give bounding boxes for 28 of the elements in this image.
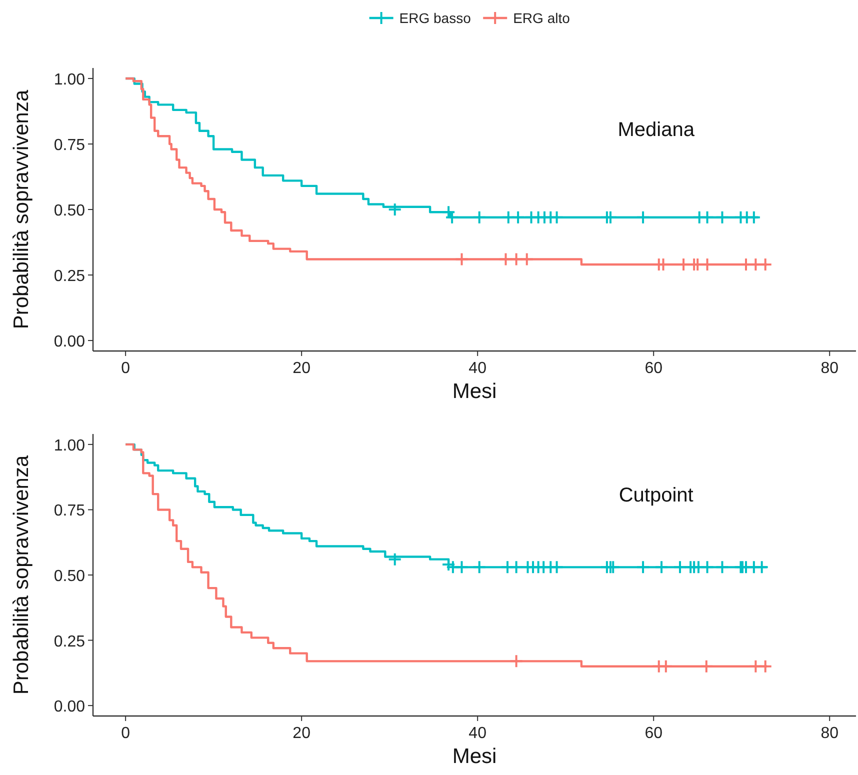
legend-label: ERG alto [513, 10, 570, 26]
x-tick-label: 60 [644, 360, 663, 377]
y-tick-label: 1.00 [54, 437, 86, 454]
y-tick-label: 0.75 [54, 136, 86, 154]
y-tick-label: 0.00 [54, 698, 86, 716]
y-axis-title: Probabilità sopravvivenza [10, 455, 33, 695]
y-tick-label: 0.25 [54, 633, 86, 650]
x-tick-label: 40 [468, 360, 487, 377]
x-tick-label: 0 [121, 725, 130, 742]
y-tick-label: 1.00 [54, 71, 86, 88]
x-axis-title: Mesi [452, 380, 497, 403]
y-tick-label: 0.50 [54, 568, 86, 585]
y-axis-title: Probabilità sopravvivenza [10, 90, 33, 330]
legend-label: ERG basso [399, 10, 472, 26]
x-axis-title: Mesi [452, 745, 497, 768]
annotation: Cutpoint [618, 484, 694, 507]
x-tick-label: 20 [292, 725, 311, 742]
y-tick-label: 0.25 [54, 268, 86, 286]
x-tick-label: 80 [820, 725, 839, 742]
x-tick-label: 60 [644, 725, 663, 742]
x-tick-label: 40 [468, 725, 487, 742]
x-tick-label: 20 [292, 360, 311, 377]
y-tick-label: 0.00 [54, 334, 86, 351]
y-tick-label: 0.75 [54, 502, 86, 520]
x-tick-label: 80 [820, 360, 839, 377]
x-tick-label: 0 [121, 360, 130, 377]
annotation: Mediana [618, 118, 696, 141]
y-tick-label: 0.50 [54, 202, 86, 220]
